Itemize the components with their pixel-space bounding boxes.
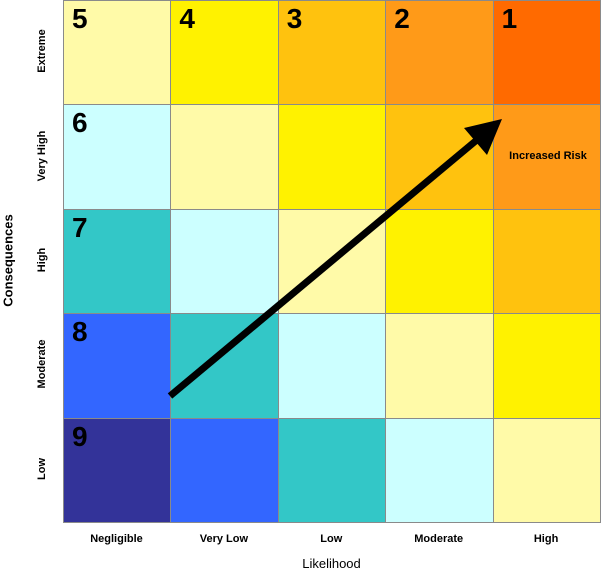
- risk-rank: 7: [72, 211, 88, 243]
- column-label: Negligible: [90, 533, 143, 545]
- risk-rank: 3: [286, 3, 303, 34]
- annotation: Increased Risk: [509, 150, 587, 162]
- arrow-head: [464, 119, 502, 155]
- matrix-cell: [385, 417, 494, 523]
- matrix-cell: 1: [492, 0, 601, 106]
- risk-rank: 9: [72, 420, 88, 452]
- column-label: Moderate: [414, 533, 464, 545]
- risk-rank: 1: [501, 3, 518, 34]
- risk-rank: 6: [72, 107, 88, 139]
- matrix-cell: [492, 417, 601, 523]
- risk-rank: 2: [394, 3, 410, 34]
- matrix-cell: [385, 208, 494, 315]
- matrix-cell: [277, 313, 387, 419]
- matrix-cell: 2: [385, 0, 494, 106]
- risk-rank: 4: [179, 3, 195, 34]
- matrix-cell: [170, 104, 279, 210]
- matrix-cell: [492, 208, 601, 315]
- matrix-cell: [170, 417, 279, 523]
- column-label: High: [533, 533, 559, 545]
- matrix-cell: [385, 313, 494, 419]
- matrix-cell: [170, 313, 279, 419]
- risk-rank: 8: [72, 316, 88, 348]
- matrix-cell: 8: [63, 313, 172, 419]
- matrix-cell: 6: [63, 104, 172, 210]
- matrix-cell: [492, 313, 601, 419]
- matrix-cell: 7: [63, 208, 172, 315]
- matrix-cell: [385, 104, 494, 210]
- column-label: Low: [320, 533, 343, 545]
- matrix-cell: [492, 104, 601, 210]
- column-label: Very Low: [199, 533, 249, 545]
- matrix-cell: 9: [63, 417, 172, 523]
- risk-arrow: [167, 136, 481, 399]
- risk-rank: 5: [72, 3, 88, 34]
- matrix-cell: [277, 417, 387, 523]
- x-axis-title: Likelihood: [302, 556, 361, 571]
